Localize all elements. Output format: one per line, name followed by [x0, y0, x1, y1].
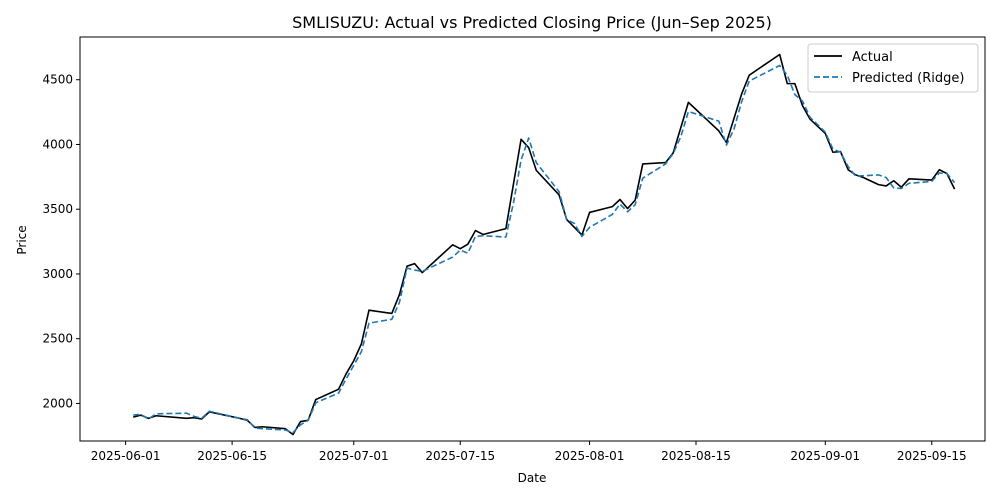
x-tick-label: 2025-07-01: [319, 449, 389, 463]
x-tick-label: 2025-06-01: [91, 449, 161, 463]
y-tick-label: 3000: [42, 267, 73, 281]
x-tick-label: 2025-07-15: [425, 449, 495, 463]
x-tick-label: 2025-09-15: [897, 449, 967, 463]
x-tick-label: 2025-06-15: [197, 449, 267, 463]
chart-title: SMLISUZU: Actual vs Predicted Closing Pr…: [292, 13, 772, 32]
x-axis-label: Date: [518, 471, 547, 485]
x-tick-label: 2025-09-01: [790, 449, 860, 463]
legend-box: [807, 43, 979, 93]
plot-frame: [79, 36, 986, 442]
y-tick-label: 2500: [42, 332, 73, 346]
legend-label-0: Actual: [852, 50, 893, 65]
y-tick-label: 4500: [42, 73, 73, 87]
series-line-0: [133, 53, 956, 436]
series-line-1: [133, 64, 956, 434]
y-axis-label: Price: [15, 225, 29, 254]
y-tick-label: 2000: [42, 396, 73, 410]
legend: Actual Predicted (Ridge): [807, 43, 979, 93]
legend-label-1: Predicted (Ridge): [852, 71, 964, 86]
x-tick-label: 2025-08-15: [661, 449, 731, 463]
x-axis: 2025-06-01 2025-06-15 2025-07-01 2025-07-15…: [91, 441, 967, 463]
y-tick-label: 4000: [42, 137, 73, 151]
x-tick-label: 2025-08-01: [555, 449, 625, 463]
y-tick-label: 3500: [42, 202, 73, 216]
plot-lines: [133, 53, 956, 436]
y-axis: 2000 2500 3000 3500 4000 4500: [42, 73, 80, 410]
